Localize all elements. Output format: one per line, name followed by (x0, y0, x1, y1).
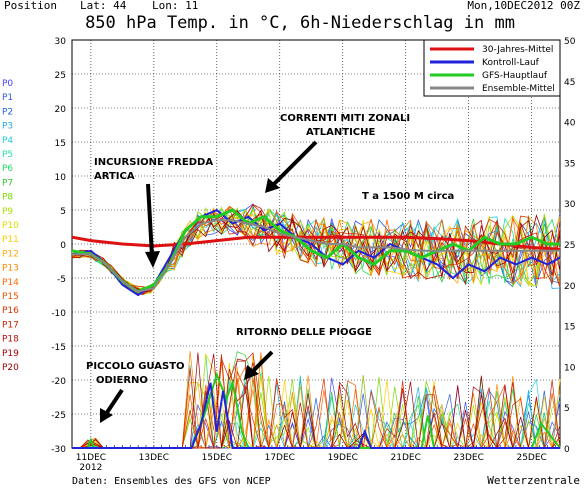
member-label: P6 (2, 164, 13, 174)
annotation-correnti: CORRENTI MITI ZONALI (280, 113, 410, 124)
y-tick-right: 20 (564, 282, 576, 292)
run-label: Mon,10DEC2012 00Z (467, 0, 580, 12)
y-tick-right: 50 (564, 37, 576, 47)
member-label: P12 (2, 249, 19, 259)
member-label: P8 (2, 193, 13, 203)
y-tick-left: 15 (55, 139, 66, 149)
y-tick-left: 10 (55, 173, 67, 183)
precip-main-line (72, 382, 560, 449)
member-label: P20 (2, 363, 19, 373)
y-tick-left: -5 (57, 275, 66, 285)
series-line-3 (72, 219, 560, 293)
member-label: P9 (2, 207, 13, 217)
annotation-ritorno: RITORNO DELLE PIOGGE (236, 327, 372, 338)
y-tick-left: 5 (60, 207, 66, 217)
x-tick: 25DEC (516, 453, 546, 463)
y-tick-right: 10 (564, 363, 576, 373)
annotation-artica: ARTICA (94, 171, 135, 182)
arrow-ritorno (250, 350, 274, 374)
annotation-t1500: T a 1500 M circa (362, 191, 454, 202)
footer-source: Daten: Ensembles des GFS von NCEP (72, 476, 271, 487)
x-subtick-year: 2012 (79, 463, 102, 473)
legend-label-ensemble: Ensemble-Mittel (482, 84, 555, 94)
y-tick-right: 30 (564, 200, 576, 210)
y-tick-left: -30 (51, 445, 66, 455)
y-tick-right: 35 (564, 159, 575, 169)
member-label: P0 (2, 79, 13, 89)
arrow-piccolo-head (100, 408, 113, 423)
y-tick-left: 20 (55, 105, 67, 115)
annotation-atlantiche: ATLANTICHE (306, 127, 376, 138)
lon-label: Lon: 11 (152, 0, 198, 12)
arrow-correnti (270, 140, 318, 188)
y-tick-left: -20 (51, 377, 66, 387)
y-tick-right: 45 (564, 78, 575, 88)
footer-brand: Wetterzentrale (487, 474, 580, 487)
member-label: P17 (2, 320, 19, 330)
y-tick-left: -10 (51, 309, 66, 319)
arrow-incursione-head (145, 251, 160, 268)
member-label: P5 (2, 150, 13, 160)
y-tick-left: -15 (51, 343, 66, 353)
legend-label-mittel: 30-Jahres-Mittel (482, 45, 553, 55)
member-label: P2 (2, 107, 13, 117)
member-label: P19 (2, 349, 19, 359)
legend: 30-Jahres-Mittel Kontroll-Lauf GFS-Haupt… (423, 39, 561, 97)
y-tick-left: 25 (55, 71, 66, 81)
arrow-ritorno-head (244, 365, 259, 380)
x-axis: 11DEC 13DEC 15DEC 17DEC 19DEC 21DEC 23DEC 25DEC… (76, 445, 556, 473)
member-list: P0 P1 P2 P3 P4 P5 P6 P7 P8 P9 P10 P11 P12 P13 P14 P15 P1… (2, 79, 19, 373)
x-tick: 15DEC (202, 453, 232, 463)
precip-lines (72, 351, 561, 450)
member-label: P1 (2, 93, 13, 103)
legend-label-haupt: GFS-Hauptlauf (482, 71, 548, 81)
y-tick-right: 0 (564, 445, 570, 455)
series-line-2 (71, 208, 560, 294)
y-tick-right: 40 (564, 119, 576, 129)
annotation-odierno: ODIERNO (96, 375, 148, 386)
member-label: P14 (2, 278, 19, 288)
annotation-piccolo: PICCOLO GUASTO (86, 361, 185, 372)
member-label: P4 (2, 136, 13, 146)
arrow-incursione (146, 183, 154, 257)
member-label: P3 (2, 122, 13, 132)
y-tick-right: 25 (564, 241, 575, 251)
member-label: P7 (2, 178, 13, 188)
x-tick: 21DEC (391, 453, 421, 463)
legend-label-kontroll: Kontroll-Lauf (482, 58, 540, 68)
member-label: P10 (2, 221, 19, 231)
member-label: P13 (2, 264, 19, 274)
y-tick-left: -25 (51, 411, 66, 421)
member-label: P15 (2, 292, 19, 302)
x-tick: 17DEC (265, 453, 295, 463)
y-tick-left: 0 (60, 241, 66, 251)
x-tick: 11DEC (76, 453, 106, 463)
annotation-incursione: INCURSIONE FREDDA (94, 157, 213, 168)
chart-title: 850 hPa Temp. in °C, 6h-Niederschlag in … (85, 13, 515, 33)
member-label: P11 (2, 235, 19, 245)
lat-label: Lat: 44 (80, 0, 127, 12)
y-tick-left: 30 (55, 37, 67, 47)
member-label: P18 (2, 335, 19, 345)
arrow-piccolo (104, 388, 124, 416)
series-lines (71, 208, 561, 297)
y-axis-left: 30 25 20 15 10 5 0 -5 -10 -15 -20 -25 -30 (51, 37, 66, 455)
annotations: CORRENTI MITI ZONALI ATLANTICHE INCURSIO… (86, 113, 454, 423)
arrow-correnti-head (265, 178, 280, 193)
x-tick: 19DEC (328, 453, 358, 463)
y-tick-right: 15 (564, 323, 575, 333)
member-label: P16 (2, 306, 19, 316)
position-label: Position (4, 0, 57, 12)
x-tick: 13DEC (139, 453, 169, 463)
x-tick: 23DEC (454, 453, 484, 463)
y-tick-right: 5 (564, 404, 570, 414)
